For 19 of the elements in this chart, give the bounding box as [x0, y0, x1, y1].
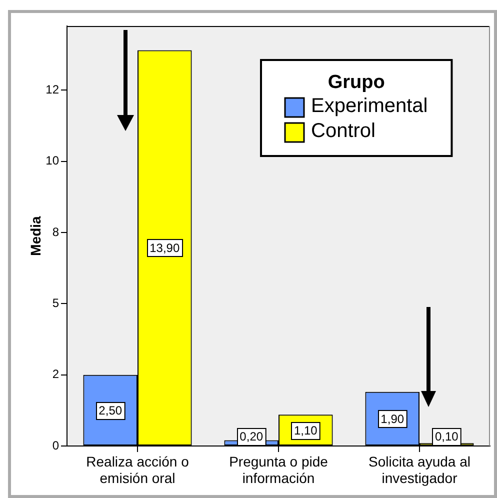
legend-label: Control: [311, 120, 376, 142]
y-tick-label: 2: [52, 367, 60, 382]
y-axis-title: Media: [27, 216, 44, 256]
x-tick-label: Pregunta o pide información: [229, 453, 328, 486]
y-tick-label: 12: [46, 82, 60, 96]
legend-label: Experimental: [311, 95, 428, 118]
data-label: 0,10: [434, 429, 459, 444]
y-tick-label: 0: [52, 438, 60, 452]
y-tick-label: 10: [46, 154, 60, 168]
data-label: 13,90: [150, 241, 180, 256]
data-label: 2,50: [98, 403, 122, 418]
legend-title: Grupo: [328, 72, 385, 94]
y-tick-label: 8: [52, 224, 60, 239]
data-label: 1,90: [380, 412, 404, 426]
data-label: 1,10: [294, 423, 318, 438]
x-tick-label: Realiza acción o emisión oral: [86, 453, 190, 486]
data-label: 0,20: [240, 429, 264, 444]
x-tick-label: Solicita ayuda al investigador: [368, 453, 470, 486]
y-tick-label: 5: [52, 296, 60, 310]
